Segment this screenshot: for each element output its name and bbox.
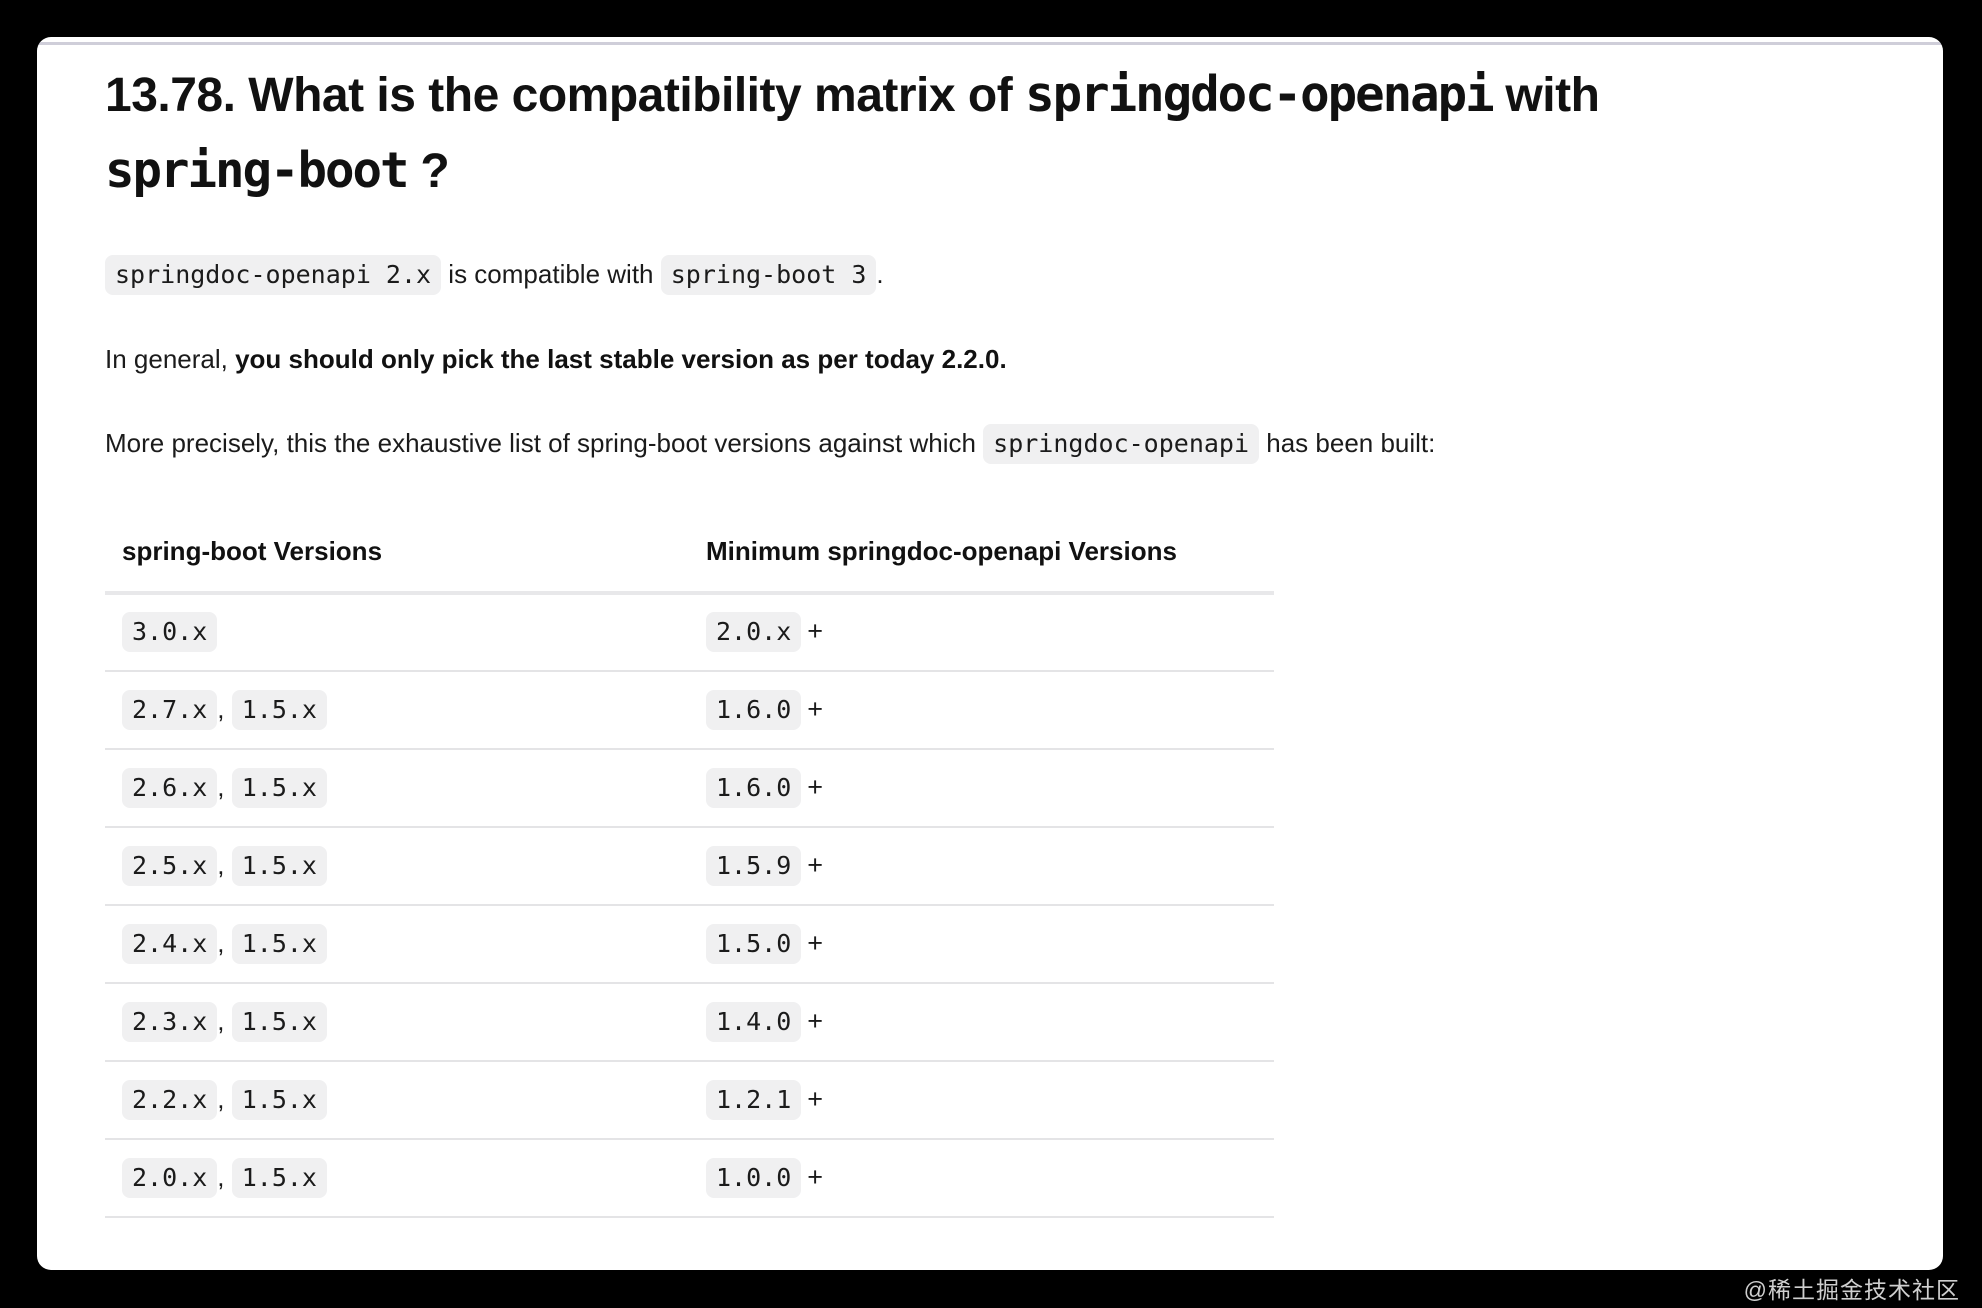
min-springdoc-version-cell: 1.6.0 +: [689, 670, 1274, 750]
version-chip: 1.5.x: [231, 923, 327, 964]
community-watermark: @稀土掘金技术社区: [1743, 1277, 1960, 1303]
version-chip: 1.2.1: [706, 1079, 802, 1120]
version-chip: 2.6.x: [122, 767, 218, 808]
title-text: 13.78. What is the compatibility matrix …: [105, 69, 1026, 122]
version-chip: 1.5.x: [231, 689, 327, 730]
version-chip: 1.5.x: [231, 1079, 327, 1120]
spring-boot-versions-cell: 2.3.x, 1.5.x: [105, 982, 689, 1062]
paragraph-exhaustive-list: More precisely, this the exhaustive list…: [105, 423, 1903, 464]
table-row: 3.0.x 2.0.x +: [105, 592, 1274, 672]
code-chip-spring-boot-3: spring-boot 3: [660, 254, 877, 295]
version-chip: 2.7.x: [122, 689, 218, 730]
title-text: with: [1492, 69, 1600, 122]
min-springdoc-version-cell: 1.0.0 +: [689, 1138, 1274, 1218]
version-chip: 2.2.x: [122, 1079, 218, 1120]
table-row: 2.0.x, 1.5.x 1.0.0 +: [105, 1138, 1274, 1218]
code-chip-springdoc-openapi: springdoc-openapi: [983, 423, 1260, 464]
chip-separator: ,: [217, 1083, 232, 1114]
version-chip: 2.0.x: [122, 1157, 218, 1198]
plus-suffix: +: [807, 616, 824, 647]
spring-boot-versions-cell: 2.6.x, 1.5.x: [105, 748, 689, 828]
chip-separator: ,: [217, 849, 232, 880]
table-row: 2.5.x, 1.5.x 1.5.9 +: [105, 826, 1274, 906]
compatibility-table: spring-boot Versions Minimum springdoc-o…: [105, 535, 1274, 1218]
spring-boot-versions-cell: 2.5.x, 1.5.x: [105, 826, 689, 906]
article-content: 13.78. What is the compatibility matrix …: [105, 47, 1903, 1218]
bold-advice-text: you should only pick the last stable ver…: [235, 343, 1007, 374]
table-row: 2.7.x, 1.5.x 1.6.0 +: [105, 670, 1274, 750]
plus-suffix: +: [807, 1083, 824, 1114]
version-chip: 1.0.0: [706, 1157, 802, 1198]
version-chip: 1.5.0: [706, 923, 802, 964]
plus-suffix: +: [807, 1161, 824, 1192]
min-springdoc-version-cell: 1.6.0 +: [689, 748, 1274, 828]
chip-separator: ,: [217, 927, 232, 958]
title-code-spring-boot: spring-boot: [105, 142, 410, 200]
table-row: 2.2.x, 1.5.x 1.2.1 +: [105, 1060, 1274, 1140]
paragraph-text: has been built:: [1259, 427, 1436, 458]
plus-suffix: +: [807, 1005, 824, 1036]
title-text: ?: [407, 145, 450, 199]
top-accent-line: [37, 42, 1943, 45]
title-code-springdoc-openapi: springdoc-openapi: [1025, 66, 1495, 123]
min-springdoc-version-cell: 1.2.1 +: [689, 1060, 1274, 1140]
paragraph-text: In general,: [105, 343, 236, 374]
min-springdoc-version-cell: 1.4.0 +: [689, 982, 1274, 1062]
column-header-spring-boot-versions: spring-boot Versions: [105, 535, 689, 595]
version-chip: 1.6.0: [706, 767, 802, 808]
plus-suffix: +: [807, 849, 824, 880]
min-springdoc-version-cell: 1.5.0 +: [689, 904, 1274, 984]
code-chip-springdoc-openapi-2x: springdoc-openapi 2.x: [105, 254, 442, 295]
version-chip: 2.4.x: [122, 923, 218, 964]
spring-boot-versions-cell: 3.0.x: [105, 592, 689, 672]
version-chip: 1.5.x: [231, 767, 327, 808]
table-row: 2.6.x, 1.5.x 1.6.0 +: [105, 748, 1274, 828]
version-chip: 1.5.x: [231, 845, 327, 886]
chip-separator: ,: [217, 693, 232, 724]
paragraph-general-advice: In general, you should only pick the las…: [105, 339, 1903, 379]
chip-separator: ,: [217, 771, 232, 802]
spring-boot-versions-cell: 2.7.x, 1.5.x: [105, 670, 689, 750]
table-row: 2.3.x, 1.5.x 1.4.0 +: [105, 982, 1274, 1062]
table-row: 2.4.x, 1.5.x 1.5.0 +: [105, 904, 1274, 984]
compat-table-body: 3.0.x 2.0.x +2.7.x, 1.5.x 1.6.0 +2.6.x, 1.5.…: [105, 592, 1274, 1218]
content-card: 13.78. What is the compatibility matrix …: [37, 37, 1943, 1270]
spring-boot-versions-cell: 2.0.x, 1.5.x: [105, 1138, 689, 1218]
paragraph-text: .: [876, 258, 884, 289]
version-chip: 3.0.x: [122, 612, 218, 653]
plus-suffix: +: [807, 771, 824, 802]
min-springdoc-version-cell: 2.0.x +: [689, 592, 1274, 672]
version-chip: 1.5.x: [231, 1001, 327, 1042]
chip-separator: ,: [217, 1161, 232, 1192]
plus-suffix: +: [807, 693, 824, 724]
min-springdoc-version-cell: 1.5.9 +: [689, 826, 1274, 906]
version-chip: 2.5.x: [122, 845, 218, 886]
version-chip: 1.4.0: [706, 1001, 802, 1042]
version-chip: 1.6.0: [706, 689, 802, 730]
chip-separator: ,: [217, 1005, 232, 1036]
plus-suffix: +: [807, 927, 824, 958]
version-chip: 1.5.x: [231, 1157, 327, 1198]
table-header-row: spring-boot Versions Minimum springdoc-o…: [105, 535, 1274, 595]
page-title: 13.78. What is the compatibility matrix …: [105, 57, 1903, 210]
spring-boot-versions-cell: 2.2.x, 1.5.x: [105, 1060, 689, 1140]
version-chip: 2.0.x: [706, 612, 802, 653]
version-chip: 1.5.9: [706, 845, 802, 886]
version-chip: 2.3.x: [122, 1001, 218, 1042]
column-header-min-springdoc-versions: Minimum springdoc-openapi Versions: [689, 535, 1274, 595]
paragraph-compatibility: springdoc-openapi 2.x is compatible with…: [105, 254, 1903, 295]
spring-boot-versions-cell: 2.4.x, 1.5.x: [105, 904, 689, 984]
paragraph-text: is compatible with: [441, 258, 661, 289]
paragraph-text: More precisely, this the exhaustive list…: [105, 427, 984, 458]
